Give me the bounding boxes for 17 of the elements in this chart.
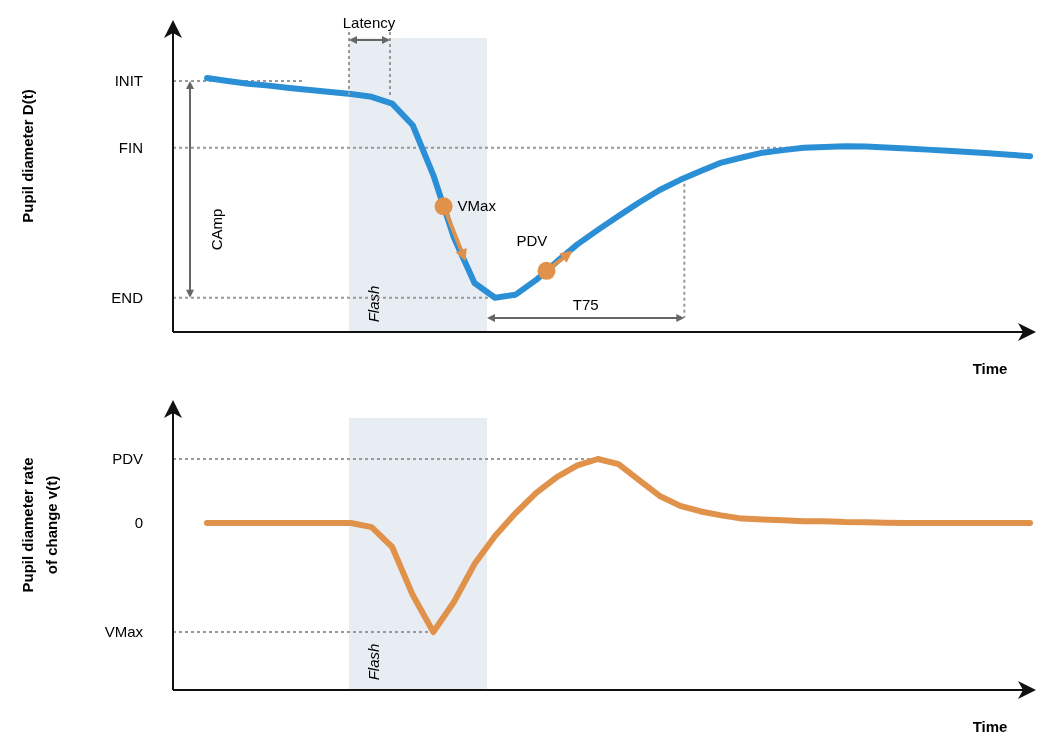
y-axis-title: Pupil diameter D(t) bbox=[19, 89, 36, 223]
x-axis-title: Time bbox=[972, 718, 1008, 735]
ref-line-label: PDV bbox=[112, 450, 143, 467]
y-axis-title: Pupil diameter rate of change v(t) bbox=[19, 457, 60, 593]
ref-line-label: VMax bbox=[104, 623, 144, 641]
annotation: T75 bbox=[572, 296, 599, 313]
ref-line-label: FIN bbox=[118, 138, 143, 156]
text: 0 bbox=[134, 513, 143, 531]
ref-line-label: INIT bbox=[114, 72, 143, 90]
x-axis-title: Time bbox=[972, 360, 1008, 377]
annotation: Flash bbox=[365, 285, 382, 323]
annotation: Flash bbox=[365, 643, 382, 681]
ref-line-label: END bbox=[111, 288, 144, 306]
text: Latency bbox=[342, 14, 396, 31]
annotation: VMax bbox=[457, 197, 497, 215]
annotation: PDV bbox=[516, 231, 548, 249]
annotation: CAmp bbox=[208, 208, 225, 251]
